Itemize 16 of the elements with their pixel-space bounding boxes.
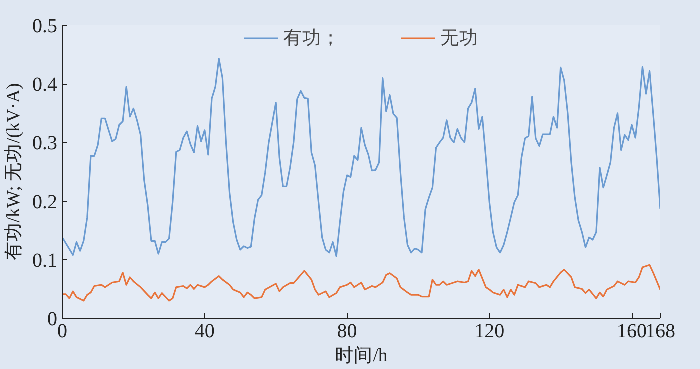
legend-label: 有功； (284, 27, 340, 51)
y-tick-label: 0.1 (32, 250, 58, 272)
x-axis-title: 时间/h (335, 346, 388, 366)
legend-label: 无功 (440, 27, 478, 51)
x-tick-label: 40 (194, 320, 215, 342)
line-series (62, 264, 660, 302)
x-tick-label: 120 (474, 320, 505, 342)
line-series (62, 58, 660, 258)
x-tick-label: 160 (617, 320, 648, 342)
y-tick-label: 0.3 (32, 132, 58, 155)
y-tick-label: 0.4 (32, 74, 58, 96)
y-axis-title: 有功/kW; 无功/(kV·A) (4, 83, 24, 261)
x-tick-label: 168 (646, 320, 676, 342)
y-tick-label: 0.2 (32, 191, 58, 214)
y-tick-label: 0.5 (32, 16, 58, 38)
x-tick-label: 80 (337, 320, 358, 342)
